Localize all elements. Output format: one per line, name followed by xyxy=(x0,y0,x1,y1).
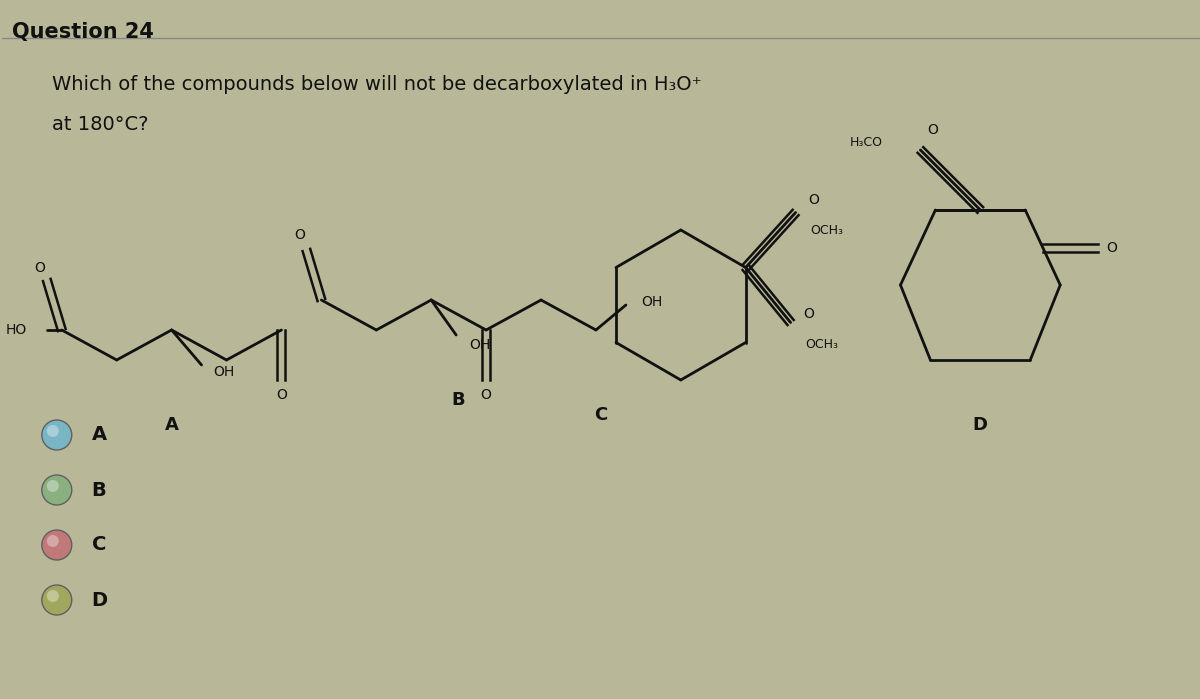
Text: B: B xyxy=(452,391,466,409)
Text: B: B xyxy=(91,480,107,500)
Text: O: O xyxy=(808,194,818,208)
Text: OH: OH xyxy=(641,295,662,309)
Circle shape xyxy=(47,590,59,602)
Text: OH: OH xyxy=(214,365,235,379)
Text: at 180°C?: at 180°C? xyxy=(52,115,149,134)
Text: D: D xyxy=(91,591,108,610)
Text: O: O xyxy=(803,308,814,322)
Circle shape xyxy=(42,530,72,560)
Text: O: O xyxy=(294,228,305,242)
Text: H₃CO: H₃CO xyxy=(850,136,882,148)
Text: D: D xyxy=(973,416,988,434)
Text: OCH₃: OCH₃ xyxy=(805,338,839,351)
Circle shape xyxy=(42,585,72,615)
Text: OCH₃: OCH₃ xyxy=(810,224,844,237)
Text: HO: HO xyxy=(6,323,26,337)
Circle shape xyxy=(47,480,59,492)
Text: C: C xyxy=(594,406,607,424)
Text: O: O xyxy=(1106,240,1117,254)
Circle shape xyxy=(42,475,72,505)
Text: O: O xyxy=(926,123,938,137)
Circle shape xyxy=(47,425,59,437)
Text: C: C xyxy=(91,535,106,554)
Text: A: A xyxy=(91,426,107,445)
Text: O: O xyxy=(35,261,46,275)
Text: A: A xyxy=(164,416,179,434)
Text: OH: OH xyxy=(469,338,491,352)
Text: O: O xyxy=(481,388,492,402)
Circle shape xyxy=(47,535,59,547)
Text: Which of the compounds below will not be decarboxylated in H₃O⁺: Which of the compounds below will not be… xyxy=(52,75,702,94)
Text: Question 24: Question 24 xyxy=(12,22,154,42)
Circle shape xyxy=(42,420,72,450)
Text: O: O xyxy=(276,388,287,402)
